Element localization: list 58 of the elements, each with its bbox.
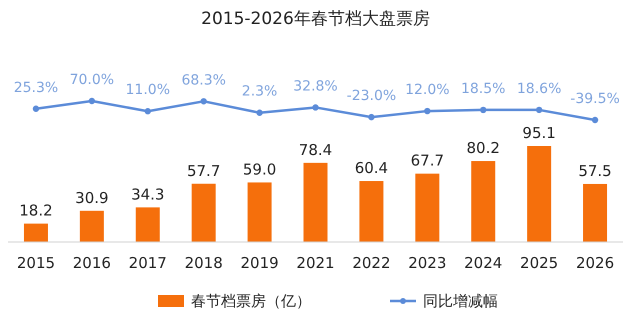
point [368, 114, 375, 120]
data-label: 18.5% [460, 80, 506, 97]
data-label: 57.7 [186, 162, 220, 180]
point [88, 98, 96, 104]
x-tick-label: 2023 [408, 254, 446, 272]
x-tick-label: 2026 [576, 254, 614, 272]
point [312, 104, 319, 111]
bar [248, 182, 272, 242]
point [424, 108, 431, 114]
x-tick-label: 2017 [128, 254, 167, 272]
bar [415, 174, 440, 242]
x-tick-label: 2025 [520, 254, 558, 272]
point [592, 116, 598, 124]
bar [583, 184, 608, 242]
chart-title: 2015-2026年春节档大盘票房 [201, 9, 430, 29]
data-label: 30.9 [75, 188, 109, 207]
bar [471, 161, 496, 242]
data-label: 70.0% [70, 72, 114, 88]
x-tick-label: 2016 [72, 254, 111, 272]
point [32, 106, 40, 112]
bar [304, 162, 328, 242]
point [480, 106, 486, 114]
data-label: -39.5% [570, 91, 620, 107]
bar [24, 224, 48, 242]
data-label: 59.0 [242, 160, 276, 178]
legend-label: 同比增减幅 [423, 292, 498, 310]
bar [527, 146, 552, 242]
data-label: 25.3% [14, 80, 58, 96]
bar [136, 207, 160, 242]
x-tick-label: 2018 [184, 254, 223, 272]
x-tick-label: 2022 [352, 254, 391, 272]
x-tick-label: 2024 [464, 254, 502, 272]
point [144, 108, 151, 114]
data-label: 34.3 [131, 185, 164, 204]
data-label: -23.0% [346, 88, 396, 104]
data-label: 68.3% [181, 72, 226, 88]
data-label: 95.1 [522, 124, 556, 142]
legend-label: 春节档票房（亿） [191, 292, 311, 310]
x-tick-label: 2015 [16, 254, 56, 272]
data-label: 80.2 [466, 139, 500, 158]
point [256, 110, 263, 116]
point [200, 98, 207, 104]
bar [359, 181, 384, 242]
data-label: 67.7 [410, 152, 444, 170]
bar [80, 210, 104, 242]
data-label: 32.8% [293, 78, 338, 94]
data-label: 11.0% [126, 82, 170, 98]
data-label: 18.2 [19, 202, 53, 220]
data-label: 12.0% [405, 82, 450, 98]
data-label: 78.4 [298, 140, 332, 159]
data-label: 57.5 [578, 162, 612, 180]
x-tick-label: 2019 [240, 254, 279, 272]
data-label: 60.4 [354, 159, 388, 178]
bar [192, 184, 216, 242]
data-label: 2.3% [242, 84, 278, 100]
data-label: 18.6% [516, 80, 562, 97]
x-tick-label: 2021 [296, 254, 335, 272]
point [536, 106, 542, 114]
